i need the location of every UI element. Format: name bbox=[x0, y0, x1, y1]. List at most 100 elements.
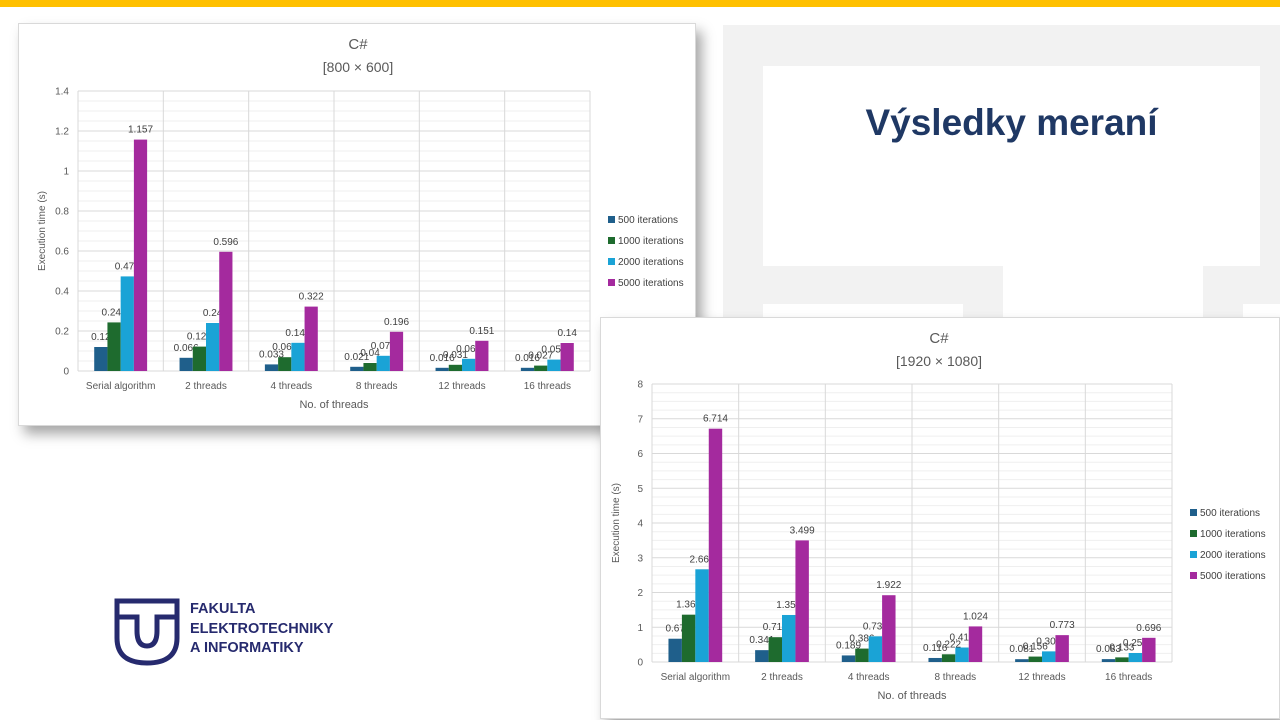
data-label: 0.069 bbox=[272, 342, 297, 353]
bar bbox=[179, 357, 193, 371]
legend-swatch bbox=[608, 237, 615, 244]
bar bbox=[291, 342, 305, 371]
chart-card-1920x1080: C# [1920 × 1080] 0 1 2 3 4 5 6 7 8 0.67 0.341 0.189 0.… bbox=[600, 317, 1280, 719]
bar bbox=[192, 346, 206, 371]
data-label: 6.714 bbox=[703, 414, 728, 425]
x-tick-label: Serial algorithm bbox=[661, 672, 730, 683]
x-tick-label: 4 threads bbox=[270, 381, 312, 392]
data-label: 0.133 bbox=[1109, 642, 1134, 653]
faculty-name-line-3: A INFORMATIKY bbox=[190, 640, 304, 656]
bar bbox=[389, 331, 404, 371]
y-tick-label: 0 bbox=[63, 367, 69, 378]
data-label: 0.156 bbox=[1023, 642, 1048, 653]
bar bbox=[94, 347, 108, 371]
bar bbox=[782, 614, 796, 662]
legend-label: 5000 iterations bbox=[618, 278, 684, 289]
x-tick-label: 4 threads bbox=[848, 672, 890, 683]
x-tick-label: Serial algorithm bbox=[86, 381, 155, 392]
y-tick-label: 0.8 bbox=[55, 207, 69, 218]
legend-swatch bbox=[608, 258, 615, 265]
bar bbox=[1115, 657, 1129, 662]
data-label: 0.151 bbox=[469, 326, 494, 337]
x-tick-label: 2 threads bbox=[185, 381, 227, 392]
data-label: 0.04 bbox=[360, 348, 380, 359]
data-label: 0.016 bbox=[430, 353, 455, 364]
bar bbox=[547, 359, 561, 371]
bar bbox=[376, 355, 390, 371]
bar bbox=[681, 614, 696, 662]
data-label: 0.259 bbox=[1123, 638, 1148, 649]
x-tick-label: 8 threads bbox=[934, 672, 976, 683]
data-label: 1.362 bbox=[676, 600, 701, 611]
bar bbox=[955, 647, 969, 662]
legend-swatch bbox=[1190, 551, 1197, 558]
bar bbox=[475, 340, 489, 371]
y-tick-label: 1.2 bbox=[55, 127, 69, 138]
bar bbox=[363, 363, 377, 371]
data-label: 0.033 bbox=[259, 349, 284, 360]
data-label: 0.24 bbox=[203, 308, 223, 319]
bar bbox=[1028, 656, 1042, 662]
legend-label: 500 iterations bbox=[618, 215, 678, 226]
bar bbox=[435, 367, 449, 371]
legend-swatch bbox=[608, 279, 615, 286]
data-label: 0.473 bbox=[115, 261, 140, 272]
data-label: 0.016 bbox=[515, 353, 540, 364]
bar bbox=[1042, 651, 1056, 662]
data-label: 0.341 bbox=[749, 635, 774, 646]
data-label: 0.386 bbox=[849, 634, 874, 645]
bar bbox=[668, 638, 682, 662]
data-label: 0.081 bbox=[1009, 644, 1034, 655]
bar bbox=[882, 595, 896, 662]
chart-subtitle: [800 × 600] bbox=[323, 59, 393, 75]
bar bbox=[1101, 659, 1116, 662]
data-label: 1.157 bbox=[128, 125, 153, 136]
x-axis-label: No. of threads bbox=[877, 690, 947, 702]
legend-swatch bbox=[608, 216, 615, 223]
chart-800x600: C# [800 × 600] 0 0.2 0.4 0.6 0.8 1 1.2 1.4 0.12 0.0… bbox=[37, 36, 684, 411]
title-box: Výsledky meraní bbox=[763, 66, 1260, 266]
data-label: 1.353 bbox=[776, 600, 801, 611]
y-tick-label: 4 bbox=[637, 519, 643, 530]
data-label: 0.061 bbox=[456, 344, 481, 355]
legend-label: 5000 iterations bbox=[1200, 571, 1266, 582]
legend-swatch bbox=[1190, 530, 1197, 537]
bar bbox=[534, 365, 548, 371]
legend-label: 2000 iterations bbox=[1200, 550, 1266, 561]
legend-label: 1000 iterations bbox=[1200, 529, 1266, 540]
bar bbox=[350, 366, 364, 371]
data-label: 3.499 bbox=[790, 525, 815, 536]
data-label: 0.122 bbox=[187, 332, 212, 343]
bar bbox=[219, 251, 233, 371]
bar bbox=[1015, 659, 1029, 662]
x-tick-label: 16 threads bbox=[524, 381, 571, 392]
bar bbox=[868, 636, 883, 662]
data-label: 0.773 bbox=[1050, 620, 1075, 631]
y-tick-label: 0.2 bbox=[55, 327, 69, 338]
data-label: 0.739 bbox=[863, 621, 888, 632]
y-tick-label: 0 bbox=[637, 658, 643, 669]
legend-label: 1000 iterations bbox=[618, 236, 684, 247]
x-tick-label: 12 threads bbox=[438, 381, 485, 392]
chart-subtitle: [1920 × 1080] bbox=[896, 353, 982, 369]
data-label: 0.696 bbox=[1136, 623, 1161, 634]
data-label: 0.083 bbox=[1096, 644, 1121, 655]
background-gap bbox=[1003, 266, 1203, 326]
slide-title: Výsledky meraní bbox=[865, 102, 1158, 143]
bar bbox=[304, 306, 318, 371]
bar bbox=[855, 648, 869, 662]
data-label: 0.714 bbox=[763, 622, 788, 633]
bar bbox=[695, 569, 709, 662]
faculty-logo: FAKULTA ELEKTROTECHNIKY A INFORMATIKY bbox=[114, 598, 374, 668]
bar bbox=[841, 655, 856, 662]
bar bbox=[448, 364, 462, 371]
bar bbox=[928, 657, 942, 662]
bar bbox=[120, 276, 134, 371]
bar bbox=[968, 626, 983, 662]
legend-label: 2000 iterations bbox=[618, 257, 684, 268]
x-tick-label: 8 threads bbox=[356, 381, 398, 392]
bar bbox=[1055, 635, 1069, 662]
bar bbox=[708, 428, 723, 662]
bar bbox=[755, 650, 769, 662]
